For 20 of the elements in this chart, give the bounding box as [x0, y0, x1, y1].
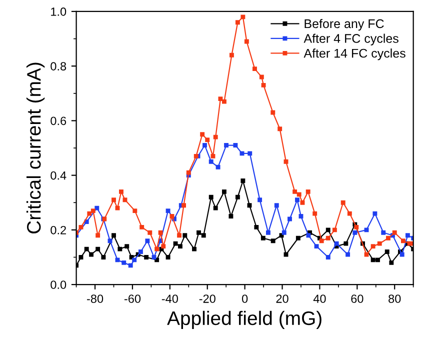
- x-tick-label: -20: [199, 294, 216, 303]
- x-tick-label: 80: [388, 294, 401, 303]
- x-axis-title: Applied field (mG): [167, 310, 322, 329]
- x-tick-label: -60: [124, 294, 141, 303]
- legend-label: After 4 FC cycles: [304, 34, 398, 46]
- y-tick-label: 1.0: [51, 7, 66, 16]
- legend-label: Before any FC: [304, 18, 384, 31]
- x-tick-label: -40: [162, 294, 178, 303]
- legend-label: After 14 FC cycles: [304, 48, 406, 60]
- x-tick-label: 60: [351, 294, 364, 303]
- y-tick-label: 0.4: [50, 171, 66, 180]
- x-tick-label: -80: [87, 294, 104, 303]
- y-tick-label: 0.6: [50, 116, 66, 126]
- y-tick-label: 0.8: [50, 62, 66, 70]
- x-tick-label: 20: [276, 294, 288, 303]
- y-axis-title: Critical current (mA): [26, 62, 45, 234]
- x-tick-label: 40: [313, 294, 326, 303]
- y-tick-label: 0.2: [50, 226, 66, 234]
- y-tick-label: 0.0: [50, 280, 66, 289]
- x-tick-label: 0: [242, 294, 248, 303]
